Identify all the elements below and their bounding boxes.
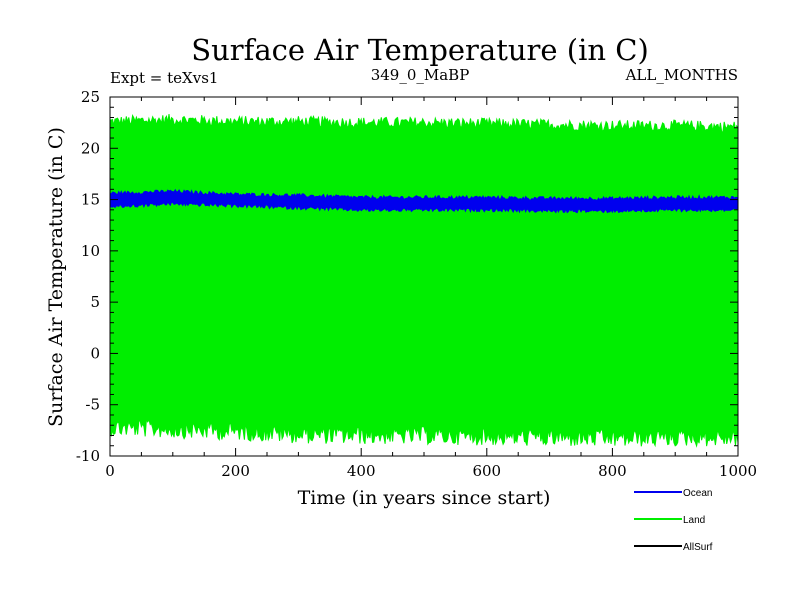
y-tick-label: 15 [81, 191, 100, 209]
plot-series [109, 113, 739, 448]
legend-label-ocean: Ocean [683, 488, 712, 499]
y-tick-label: -10 [76, 447, 100, 465]
months-label: ALL_MONTHS [625, 66, 738, 84]
y-tick-label: 25 [81, 88, 100, 106]
chart-title: Surface Air Temperature (in C) [191, 33, 649, 67]
y-tick-label: -5 [85, 396, 100, 414]
x-tick-label: 800 [598, 462, 627, 480]
legend: Ocean Land AllSurf [634, 488, 713, 553]
x-tick-label: 1000 [719, 462, 757, 480]
y-tick-label: 10 [81, 242, 100, 260]
axes: 0 200 400 600 800 1000 -10 -5 0 5 10 15 20 25 [76, 88, 757, 480]
legend-label-allsurf: AllSurf [683, 542, 713, 553]
x-tick-label: 200 [221, 462, 250, 480]
legend-label-land: Land [683, 515, 705, 526]
y-tick-label: 5 [90, 293, 100, 311]
y-tick-label: 20 [81, 139, 100, 157]
expt-label: Expt = teXvs1 [110, 69, 218, 87]
y-tick-label: 0 [90, 344, 100, 362]
x-tick-label: 0 [105, 462, 115, 480]
x-axis-label: Time (in years since start) [298, 487, 551, 509]
x-tick-label: 600 [472, 462, 501, 480]
y-axis-label: Surface Air Temperature (in C) [45, 127, 67, 427]
x-tick-label: 400 [347, 462, 376, 480]
run-label: 349_0_MaBP [371, 66, 470, 84]
series-land-band [109, 113, 739, 448]
